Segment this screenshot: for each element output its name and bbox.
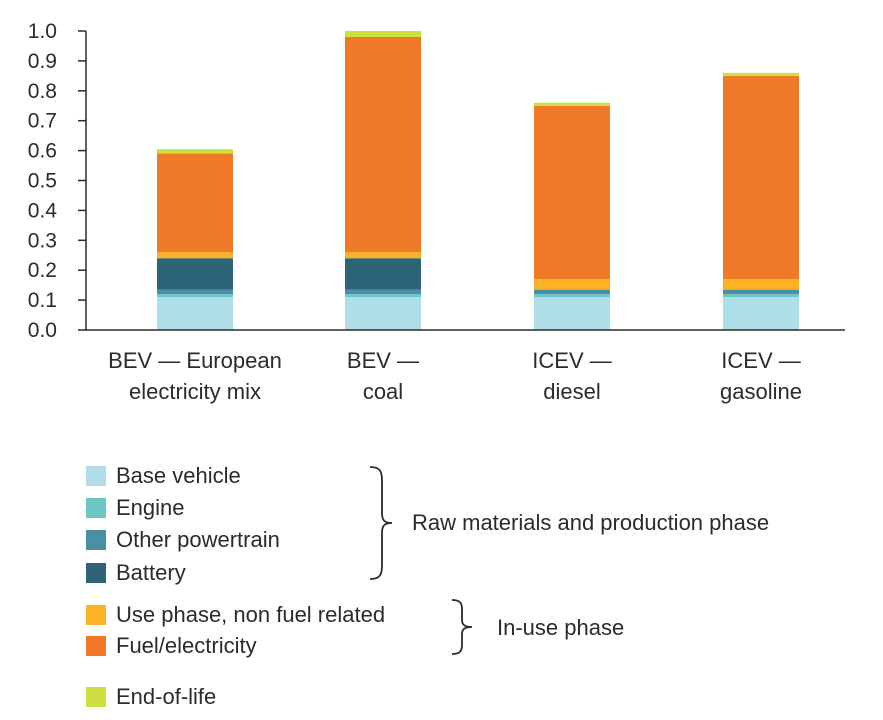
legend-item-engine: Engine xyxy=(86,495,185,521)
brace-in-use xyxy=(451,599,473,655)
y-axis: 0.0 0.1 0.2 0.3 0.4 0.5 0.6 0.7 0.8 0.9 1.0 xyxy=(28,20,87,342)
y-tick-label: 0.7 xyxy=(28,110,57,133)
legend-label: End-of-life xyxy=(116,684,217,709)
bar-segment xyxy=(157,258,233,290)
legend-swatch xyxy=(86,636,106,656)
y-tick-label: 0.3 xyxy=(28,229,57,252)
bar-segment xyxy=(723,294,799,298)
bar-stack xyxy=(723,72,799,330)
bar-segment xyxy=(157,153,233,253)
bar-segment xyxy=(534,279,610,290)
legend-label: Use phase, non fuel related xyxy=(116,602,386,627)
bar-segment xyxy=(157,297,233,330)
legend-swatch xyxy=(86,605,106,625)
y-tick-label: 0.4 xyxy=(28,199,58,222)
x-tick-label: BEV — European xyxy=(108,348,282,373)
y-tick-label: 0.1 xyxy=(28,289,57,312)
legend: Base vehicle Engine Other powertrain Bat… xyxy=(0,455,883,720)
legend-group-label-raw-materials: Raw materials and production phase xyxy=(412,510,770,535)
bar-segment xyxy=(723,297,799,330)
legend-swatch xyxy=(86,687,106,707)
bar-segment xyxy=(345,258,421,290)
bar-segment xyxy=(345,31,421,37)
legend-swatch xyxy=(86,466,106,486)
bar-segment xyxy=(723,75,799,280)
bar-segment xyxy=(534,105,610,280)
bar-segment xyxy=(723,279,799,290)
bar-segment xyxy=(345,297,421,330)
x-tick-label: ICEV — xyxy=(532,348,611,373)
legend-label: Battery xyxy=(116,560,186,585)
bar-segment xyxy=(723,289,799,295)
bar-stack xyxy=(345,31,421,330)
bar-segment xyxy=(534,297,610,330)
bar-stack xyxy=(534,102,610,330)
bar-segment xyxy=(345,252,421,259)
bar-segment xyxy=(157,149,233,154)
stacked-bar-chart: 0.0 0.1 0.2 0.3 0.4 0.5 0.6 0.7 0.8 0.9 1.0 BEV — … xyxy=(28,20,845,404)
bar-segment xyxy=(534,102,610,106)
x-tick-label: gasoline xyxy=(720,379,802,404)
legend-group-label-in-use: In-use phase xyxy=(497,615,625,640)
bar-stack xyxy=(157,149,233,330)
legend-item-fuel-electricity: Fuel/electricity xyxy=(86,633,257,659)
legend-label: Fuel/electricity xyxy=(116,633,257,658)
bar-segment xyxy=(345,36,421,253)
bar-segment xyxy=(723,72,799,76)
legend-label: Other powertrain xyxy=(116,527,280,552)
bar-segment xyxy=(157,252,233,259)
y-tick-label: 1.0 xyxy=(28,20,57,43)
y-tick-label: 0.6 xyxy=(28,140,57,163)
y-tick-label: 0.8 xyxy=(28,80,57,103)
bar-segment xyxy=(534,289,610,295)
y-tick-label: 0.5 xyxy=(28,170,57,193)
y-tick-label: 0.0 xyxy=(28,319,57,342)
legend-label: Base vehicle xyxy=(116,463,241,488)
y-tick-label: 0.2 xyxy=(28,259,57,282)
y-tick-label: 0.9 xyxy=(28,50,57,73)
legend-item-battery: Battery xyxy=(86,560,186,586)
x-axis: BEV — European electricity mix BEV — coal IC… xyxy=(86,329,845,404)
x-tick-label: electricity mix xyxy=(129,379,261,404)
bar-segment xyxy=(157,289,233,295)
brace-raw-materials xyxy=(369,466,393,580)
legend-item-other-powertrain: Other powertrain xyxy=(86,527,280,553)
legend-swatch xyxy=(86,498,106,518)
legend-item-base-vehicle: Base vehicle xyxy=(86,463,241,489)
bar-segment xyxy=(345,294,421,298)
bar-segment xyxy=(345,289,421,295)
x-tick-label: BEV — xyxy=(347,348,419,373)
x-tick-label: ICEV — xyxy=(721,348,800,373)
x-tick-label: diesel xyxy=(543,379,600,404)
legend-swatch xyxy=(86,563,106,583)
legend-label: Engine xyxy=(116,495,185,520)
legend-item-use-phase: Use phase, non fuel related xyxy=(86,602,385,628)
legend-swatch xyxy=(86,530,106,550)
x-tick-label: coal xyxy=(363,379,403,404)
bar-segment xyxy=(534,294,610,298)
legend-item-end-of-life: End-of-life xyxy=(86,684,216,710)
bar-segment xyxy=(157,294,233,298)
bars xyxy=(157,31,799,330)
